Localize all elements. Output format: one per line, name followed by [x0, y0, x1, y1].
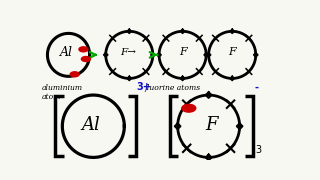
- Circle shape: [70, 72, 79, 77]
- Text: Al: Al: [60, 46, 73, 59]
- Text: F: F: [205, 116, 217, 134]
- Text: 3: 3: [256, 145, 262, 155]
- Text: atom: atom: [41, 93, 61, 101]
- Text: fluorine atoms: fluorine atoms: [144, 84, 200, 92]
- Text: Al: Al: [82, 116, 100, 134]
- Circle shape: [182, 104, 196, 112]
- Text: 3+: 3+: [137, 82, 152, 92]
- Text: F→: F→: [120, 48, 136, 57]
- Text: F: F: [228, 47, 236, 57]
- Text: F: F: [179, 47, 187, 57]
- Circle shape: [81, 57, 90, 62]
- Text: -: -: [254, 82, 259, 92]
- Text: aluminium: aluminium: [41, 84, 82, 92]
- Circle shape: [79, 47, 88, 52]
